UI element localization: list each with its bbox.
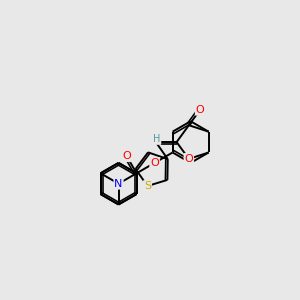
Text: N: N <box>114 179 123 189</box>
Text: O: O <box>184 154 193 164</box>
Text: O: O <box>122 151 131 161</box>
Text: O: O <box>196 105 205 115</box>
Text: O: O <box>150 158 159 168</box>
Text: S: S <box>144 181 151 191</box>
Text: H: H <box>153 134 160 144</box>
